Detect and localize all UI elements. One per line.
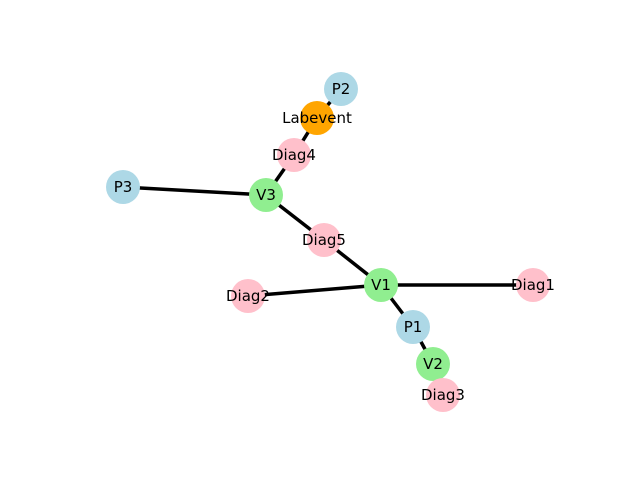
node-diag3: Diag3 [421,378,465,412]
edge-p3-v3 [122,185,267,197]
node-layer: P2 Labevent Diag4 P3 V3 Diag5 Diag2 V1 Diag1 P1 V2… [106,72,555,412]
node-diag5: Diag5 [302,223,346,257]
node-diag2: Diag2 [226,279,270,313]
node-circle [249,178,283,212]
node-label: Diag1 [511,276,555,294]
node-label: V2 [423,355,443,373]
node-circle [231,279,265,313]
node-circle [516,268,550,302]
node-p1: P1 [396,310,430,344]
node-circle [396,310,430,344]
node-label: V1 [371,276,391,294]
node-label: Diag4 [272,146,316,164]
node-label: P1 [404,318,423,336]
node-circle [277,138,311,172]
node-circle [300,101,334,135]
node-diag4: Diag4 [272,138,316,172]
node-label: Diag5 [302,231,346,249]
node-circle [106,170,140,204]
node-label: Diag2 [226,287,270,305]
node-v2: V2 [416,347,450,381]
node-diag1: Diag1 [511,268,555,302]
edge-diag2-v1 [247,283,382,298]
node-label: P2 [332,80,351,98]
node-circle [324,72,358,106]
node-v3: V3 [249,178,283,212]
node-circle [426,378,460,412]
node-label: Diag3 [421,386,465,404]
node-v1: V1 [364,268,398,302]
node-label: P3 [114,178,133,196]
node-circle [416,347,450,381]
node-circle [364,268,398,302]
node-circle [307,223,341,257]
node-labevent: Labevent [282,101,352,135]
node-label: V3 [256,186,276,204]
node-p3: P3 [106,170,140,204]
node-label: Labevent [282,109,352,127]
node-p2: P2 [324,72,358,106]
